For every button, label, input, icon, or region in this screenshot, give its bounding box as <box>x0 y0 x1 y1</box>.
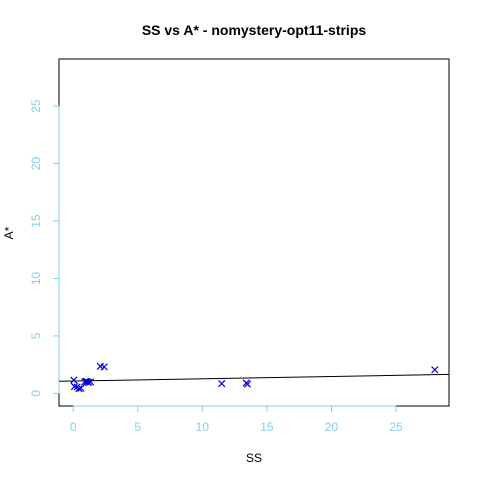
y-tick-label: 0 <box>29 390 43 397</box>
x-tick-label: 0 <box>70 420 77 434</box>
data-point <box>75 385 83 393</box>
data-point <box>77 384 85 392</box>
data-point <box>70 376 78 384</box>
x-tick-label: 20 <box>325 420 339 434</box>
x-tick-label: 25 <box>389 420 403 434</box>
data-point <box>243 380 252 388</box>
x-tick-label: 15 <box>260 420 274 434</box>
y-tick-label: 25 <box>29 99 43 113</box>
data-point <box>85 378 93 387</box>
y-axis: 0 5 10 15 20 25 <box>29 99 60 397</box>
y-tick-label: 10 <box>29 271 43 285</box>
plot-frame <box>58 58 450 407</box>
y-axis-label: A* <box>2 226 16 239</box>
y-tick-label: 5 <box>29 332 43 339</box>
x-tick-label: 10 <box>196 420 210 434</box>
x-axis: 0 5 10 15 20 25 <box>70 405 403 434</box>
y-tick-label: 20 <box>29 157 43 171</box>
x-axis-label: SS <box>246 451 262 465</box>
data-point <box>218 379 226 388</box>
x-tick-label: 5 <box>134 420 141 434</box>
data-point <box>100 363 108 371</box>
data-points <box>70 362 439 393</box>
y-tick-label: 15 <box>29 214 43 228</box>
trend-line <box>58 373 450 382</box>
data-point <box>431 366 439 374</box>
data-point <box>87 378 95 386</box>
chart-title: SS vs A* - nomystery-opt11-strips <box>142 22 367 38</box>
data-point <box>70 382 79 391</box>
